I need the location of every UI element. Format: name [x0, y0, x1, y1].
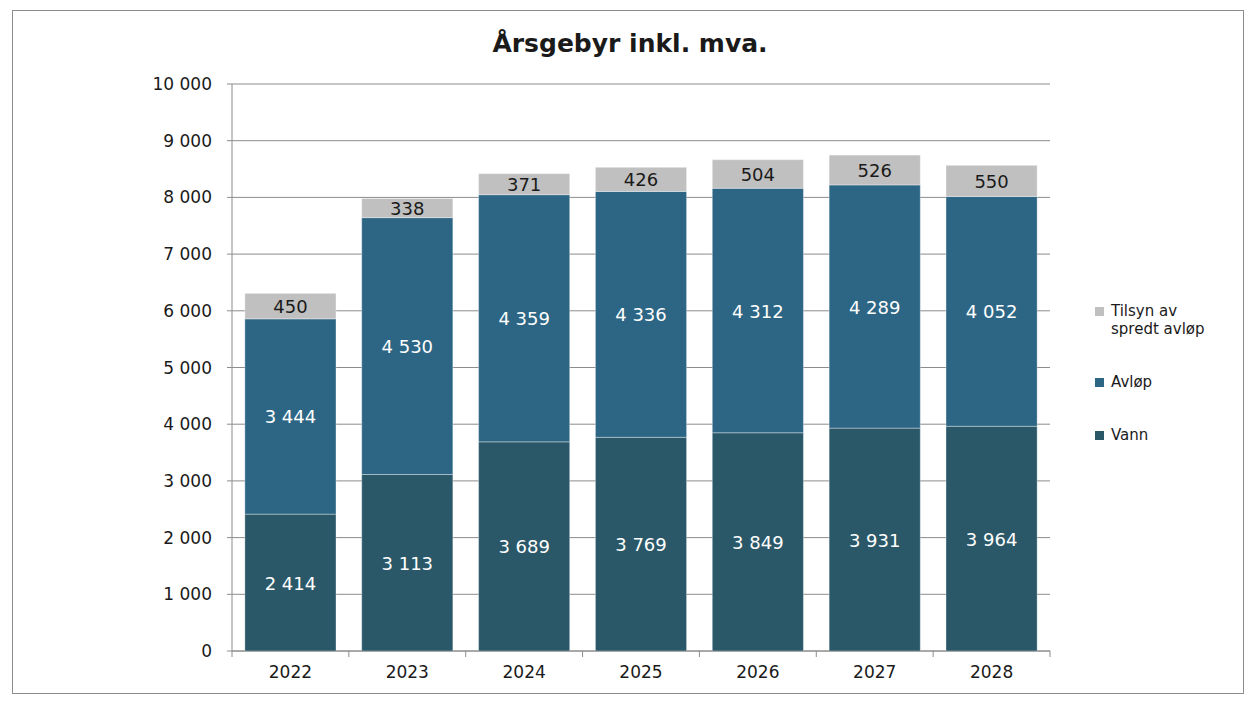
- y-tick-label: 4 000: [163, 414, 212, 434]
- chart: Årsgebyr inkl. mva. 0 1 000 2 000 3 000 4 000…: [0, 0, 1256, 702]
- y-tick-label: 2 000: [163, 528, 212, 548]
- y-tick: [227, 651, 232, 652]
- y-tick-label: 3 000: [163, 471, 212, 491]
- y-tick-label: 0: [201, 641, 212, 661]
- data-label: 4 530: [382, 336, 434, 357]
- bar-segment: [362, 474, 453, 651]
- data-label: 504: [741, 164, 775, 185]
- data-label: 3 689: [498, 536, 550, 557]
- grid-line: [232, 140, 1050, 141]
- y-tick: [227, 84, 232, 85]
- bar-segment: [595, 437, 686, 651]
- data-labels: 2 414 3 113 3 689 3 769 3 849 3 931 3 964 3 444…: [265, 160, 1018, 594]
- x-tick: [816, 651, 817, 657]
- x-tick: [699, 651, 700, 657]
- bar-segment: [712, 160, 803, 189]
- data-label: 526: [858, 160, 892, 181]
- y-tick: [227, 537, 232, 538]
- x-tick-label: 2027: [853, 662, 896, 682]
- bar-segment: [829, 185, 920, 428]
- x-tick-label: 2028: [970, 662, 1013, 682]
- bar-segment: [479, 174, 570, 195]
- grid-line: [232, 84, 1050, 85]
- legend-label: Tilsyn avspredt avløp: [1110, 302, 1205, 338]
- x-tick-label: 2023: [386, 662, 429, 682]
- data-label: 4 359: [498, 308, 550, 329]
- x-tick: [933, 651, 934, 657]
- bar-segment: [479, 195, 570, 442]
- bar-segment: [829, 155, 920, 185]
- data-label: 3 931: [849, 530, 901, 551]
- bars: [245, 155, 1037, 651]
- legend-label: Vann: [1111, 426, 1148, 444]
- x-tick-label: 2025: [619, 662, 662, 682]
- data-label: 3 769: [615, 534, 667, 555]
- bar-segment: [595, 191, 686, 437]
- x-tick: [1050, 651, 1051, 657]
- y-tick-label: 5 000: [163, 358, 212, 378]
- x-tick-label: 2026: [736, 662, 779, 682]
- legend: Tilsyn avspredt avløp Avløp Vann: [1095, 302, 1205, 444]
- data-label: 371: [507, 174, 541, 195]
- legend-label: Avløp: [1111, 373, 1152, 391]
- x-tick: [348, 651, 349, 657]
- frame: [13, 11, 1244, 694]
- y-tick-label: 7 000: [163, 244, 212, 264]
- data-label: 3 113: [382, 553, 434, 574]
- y-tick: [227, 254, 232, 255]
- data-label: 4 312: [732, 301, 784, 322]
- data-label: 3 964: [966, 529, 1018, 550]
- data-label: 3 444: [265, 406, 317, 427]
- bar-segment: [946, 165, 1037, 196]
- title: Årsgebyr inkl. mva.: [492, 29, 767, 58]
- y-tick: [227, 480, 232, 481]
- x-tick: [582, 651, 583, 657]
- bar-segment: [479, 442, 570, 651]
- x-tick-label: 2024: [503, 662, 546, 682]
- data-label: 338: [390, 198, 424, 219]
- data-label: 550: [974, 171, 1008, 192]
- y-tick: [227, 424, 232, 425]
- bar-segment: [245, 293, 336, 319]
- bar-segment: [245, 514, 336, 651]
- grid: [227, 84, 1050, 651]
- y-tick-label: 1 000: [163, 584, 212, 604]
- legend-swatch: [1095, 431, 1104, 440]
- y-tick-label: 9 000: [163, 131, 212, 151]
- data-label: 450: [273, 296, 307, 317]
- data-label: 426: [624, 169, 658, 190]
- y-tick-label: 8 000: [163, 187, 212, 207]
- y-tick-label: 10 000: [153, 74, 212, 94]
- legend-swatch: [1095, 307, 1104, 316]
- bar-segment: [712, 188, 803, 432]
- bar-segment: [362, 218, 453, 475]
- y-tick: [227, 367, 232, 368]
- bar-segment: [946, 426, 1037, 651]
- bar-segment: [712, 433, 803, 651]
- y-tick: [227, 594, 232, 595]
- bar-segment: [595, 167, 686, 191]
- data-label: 3 849: [732, 532, 784, 553]
- y-tick: [227, 310, 232, 311]
- legend-swatch: [1095, 378, 1104, 387]
- y-tick-label: 6 000: [163, 301, 212, 321]
- bar-segment: [946, 196, 1037, 426]
- data-label: 4 052: [966, 301, 1018, 322]
- x-tick: [232, 651, 233, 657]
- bar-segment: [829, 428, 920, 651]
- data-label: 4 336: [615, 304, 667, 325]
- data-label: 4 289: [849, 297, 901, 318]
- bar-segment: [245, 319, 336, 514]
- data-label: 2 414: [265, 573, 317, 594]
- y-axis: [232, 84, 233, 651]
- x-tick: [465, 651, 466, 657]
- y-tick: [227, 140, 232, 141]
- x-tick-label: 2022: [269, 662, 312, 682]
- y-tick: [227, 197, 232, 198]
